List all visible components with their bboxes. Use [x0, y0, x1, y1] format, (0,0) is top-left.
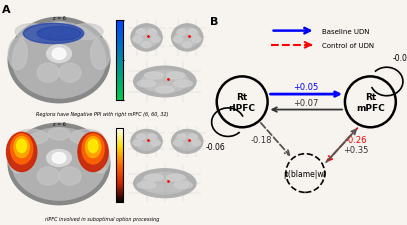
Ellipse shape — [133, 37, 142, 43]
Ellipse shape — [142, 42, 151, 49]
Ellipse shape — [175, 28, 199, 48]
Ellipse shape — [52, 153, 66, 164]
Text: z = 6: z = 6 — [53, 16, 66, 21]
Text: -0.18: -0.18 — [251, 136, 272, 145]
Ellipse shape — [173, 37, 183, 43]
Ellipse shape — [155, 87, 174, 94]
Ellipse shape — [135, 28, 158, 48]
Ellipse shape — [174, 182, 192, 189]
Text: rlPFC involved in suboptimal option processing: rlPFC involved in suboptimal option proc… — [44, 216, 159, 221]
Ellipse shape — [136, 134, 146, 140]
Ellipse shape — [8, 143, 27, 173]
Ellipse shape — [138, 182, 155, 189]
Ellipse shape — [183, 42, 192, 49]
Ellipse shape — [147, 30, 157, 36]
Ellipse shape — [15, 25, 48, 40]
Ellipse shape — [8, 39, 27, 70]
Ellipse shape — [147, 134, 157, 140]
Text: Baseline UDN: Baseline UDN — [322, 29, 369, 34]
Text: z = 6: z = 6 — [53, 122, 66, 127]
Ellipse shape — [37, 64, 59, 83]
Ellipse shape — [78, 133, 108, 172]
Ellipse shape — [59, 167, 81, 185]
Text: -0.06: -0.06 — [206, 142, 225, 151]
Text: B: B — [210, 17, 218, 27]
Text: -0.03: -0.03 — [393, 53, 407, 62]
Text: +0.35: +0.35 — [344, 145, 369, 154]
Ellipse shape — [135, 133, 158, 151]
Ellipse shape — [188, 30, 197, 36]
Ellipse shape — [141, 173, 188, 194]
Ellipse shape — [17, 140, 26, 153]
Ellipse shape — [188, 134, 197, 140]
Ellipse shape — [70, 130, 103, 145]
Ellipse shape — [133, 169, 196, 198]
Ellipse shape — [167, 72, 185, 80]
Ellipse shape — [11, 134, 33, 164]
Ellipse shape — [131, 130, 162, 154]
Text: +0.07: +0.07 — [293, 99, 319, 108]
Ellipse shape — [12, 23, 106, 99]
Ellipse shape — [37, 167, 59, 185]
Ellipse shape — [52, 49, 66, 60]
Ellipse shape — [15, 130, 48, 145]
Ellipse shape — [7, 133, 37, 172]
Ellipse shape — [151, 141, 160, 146]
Ellipse shape — [91, 39, 110, 70]
Ellipse shape — [37, 27, 81, 41]
Ellipse shape — [174, 81, 192, 88]
Ellipse shape — [133, 141, 142, 146]
Ellipse shape — [177, 134, 186, 140]
Ellipse shape — [88, 140, 98, 153]
Text: Rt
rlPFC: Rt rlPFC — [229, 93, 256, 112]
Ellipse shape — [8, 124, 110, 205]
Ellipse shape — [8, 18, 110, 103]
Text: Rt
mPFC: Rt mPFC — [356, 93, 385, 112]
Ellipse shape — [23, 24, 84, 44]
Ellipse shape — [172, 25, 203, 52]
Ellipse shape — [12, 128, 106, 200]
Text: +0.05: +0.05 — [293, 83, 319, 92]
Ellipse shape — [167, 174, 185, 181]
Ellipse shape — [48, 23, 70, 36]
Text: p(blame|w): p(blame|w) — [283, 169, 327, 178]
Ellipse shape — [192, 141, 201, 146]
Ellipse shape — [136, 30, 146, 36]
Text: -0.26: -0.26 — [345, 135, 367, 144]
Ellipse shape — [177, 30, 186, 36]
Ellipse shape — [131, 25, 162, 52]
Ellipse shape — [173, 141, 183, 146]
Ellipse shape — [138, 81, 155, 88]
Ellipse shape — [70, 25, 103, 40]
Ellipse shape — [47, 46, 71, 63]
Ellipse shape — [133, 67, 196, 97]
Ellipse shape — [145, 174, 163, 181]
Ellipse shape — [91, 143, 110, 173]
Text: A: A — [2, 4, 11, 14]
Ellipse shape — [48, 128, 70, 140]
Ellipse shape — [59, 64, 81, 83]
Ellipse shape — [192, 37, 201, 43]
Ellipse shape — [145, 72, 163, 80]
Ellipse shape — [151, 37, 160, 43]
Text: Regions have Negative PPI with right mPFC (6, 60, 32): Regions have Negative PPI with right mPF… — [35, 111, 168, 116]
Ellipse shape — [14, 137, 29, 158]
Ellipse shape — [85, 137, 101, 158]
Ellipse shape — [175, 133, 199, 151]
Ellipse shape — [82, 134, 104, 164]
Ellipse shape — [172, 130, 203, 154]
Ellipse shape — [141, 71, 188, 93]
Text: Control of UDN: Control of UDN — [322, 43, 374, 49]
Ellipse shape — [47, 150, 71, 167]
